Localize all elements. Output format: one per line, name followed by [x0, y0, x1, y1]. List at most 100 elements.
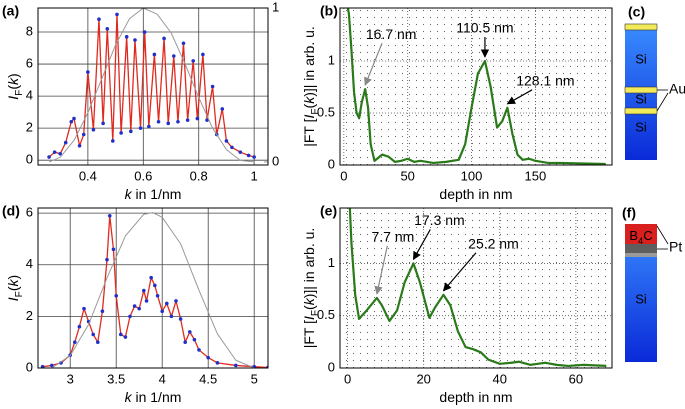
- panel-label: (b): [320, 3, 338, 19]
- plot-area: [346, 8, 606, 165]
- y-tick-label: 2: [26, 120, 33, 135]
- data-point: [73, 340, 77, 344]
- annotation: 110.5 nm: [456, 20, 513, 36]
- data-point: [165, 301, 169, 306]
- annotation: 17.3 nm: [414, 212, 465, 228]
- data-point: [129, 129, 133, 134]
- data-point: [183, 340, 187, 344]
- text-part: ): [5, 275, 21, 280]
- data-point: [155, 293, 160, 298]
- x-axis-label: k in 1/nm: [125, 186, 182, 202]
- x-tick-label: 20: [416, 371, 430, 386]
- data-point: [138, 126, 143, 130]
- y-tick-label: 4: [26, 256, 33, 271]
- y-tick-label: 0.5: [317, 307, 335, 322]
- interlayer: [625, 253, 657, 257]
- x-tick-label: 0.8: [190, 168, 208, 183]
- text-part: k: [301, 297, 317, 305]
- x-tick-label: 0: [340, 168, 347, 183]
- data-point: [147, 124, 151, 129]
- data-point: [114, 293, 118, 298]
- text-part: k: [5, 278, 21, 286]
- data-point: [144, 299, 149, 303]
- text-part: (: [301, 305, 317, 310]
- data-point: [246, 153, 251, 158]
- data-point: [166, 121, 171, 126]
- data-point: [201, 52, 205, 57]
- text-part: I: [5, 96, 21, 100]
- data-point: [52, 150, 57, 154]
- text-part: in 1/nm: [132, 186, 182, 202]
- data-point: [152, 52, 157, 57]
- layer-label: Si: [635, 91, 647, 106]
- callout-line: [656, 92, 669, 112]
- data-point: [50, 363, 54, 368]
- text-part: (: [5, 286, 21, 291]
- x-tick-label: 150: [525, 168, 547, 183]
- data-point: [205, 118, 209, 122]
- text-part: I: [301, 316, 317, 320]
- au-layer: [624, 107, 658, 115]
- data-point: [142, 288, 146, 293]
- data-point: [181, 41, 186, 46]
- x-axis-label: k in 1/nm: [125, 389, 182, 405]
- data-point: [91, 127, 96, 132]
- annotation: 16.7 nm: [366, 26, 417, 42]
- series-line: [348, 208, 607, 368]
- y-tick-label: 0.5: [317, 104, 335, 119]
- data-point: [132, 304, 137, 308]
- text-part: ): [5, 73, 21, 78]
- data-point: [252, 155, 256, 159]
- plot-frame: [339, 207, 613, 369]
- data-point: [169, 314, 174, 319]
- data-point: [47, 155, 51, 159]
- text-part: k: [301, 96, 317, 104]
- data-point: [238, 150, 243, 154]
- panel-label: (f): [622, 205, 636, 221]
- text-part: I: [5, 297, 21, 301]
- annotation-arrow: [442, 252, 477, 292]
- y-tick-label: 0: [328, 359, 335, 374]
- series-line: [346, 8, 606, 165]
- data-point: [156, 119, 161, 124]
- x-tick-label: 3: [67, 371, 74, 386]
- text-part: F: [310, 108, 321, 114]
- data-point: [124, 35, 129, 39]
- panel: 0 50 100 150 0 0.5 1 16.7 nm 110.5 nm 128.1 nm (b)…: [301, 3, 613, 202]
- data-point: [72, 116, 76, 121]
- y-axis-label: |FT [IF(k)]| in arb. u.: [301, 228, 321, 349]
- annotation: 128.1 nm: [516, 73, 574, 89]
- data-point: [128, 314, 132, 319]
- data-point: [220, 107, 225, 111]
- y2-tick-label: 1: [272, 0, 279, 14]
- data-point: [188, 330, 192, 334]
- x-tick-label: 1: [251, 168, 258, 183]
- text-part: I: [301, 115, 317, 119]
- data-point: [162, 36, 166, 41]
- text-part: C: [643, 228, 652, 243]
- text-part: F: [14, 291, 25, 297]
- data-point: [97, 17, 101, 22]
- x-tick-label: 3.5: [107, 371, 125, 386]
- text-part: |FT [: [301, 320, 317, 348]
- panel-label: (a): [2, 3, 19, 19]
- pt-layer: [625, 244, 657, 253]
- data-point: [171, 54, 176, 58]
- data-point: [101, 121, 105, 126]
- x-tick-label: 4.5: [199, 371, 217, 386]
- y-axis-label: |FT [IF(k)]| in arb. u.: [301, 26, 321, 147]
- data-point: [153, 283, 157, 288]
- au-layer: [624, 23, 658, 31]
- y2-tick-label: 0: [272, 153, 279, 168]
- layer-label: Si: [635, 51, 647, 66]
- data-point: [185, 118, 190, 122]
- x-tick-label: 50: [400, 168, 414, 183]
- y-tick-label: 1: [328, 52, 335, 67]
- panel-label: (d): [2, 203, 20, 219]
- data-point: [77, 324, 82, 329]
- y-tick-label: 8: [26, 23, 33, 38]
- data-point: [107, 213, 112, 218]
- x-axis-label: depth in nm: [439, 186, 512, 202]
